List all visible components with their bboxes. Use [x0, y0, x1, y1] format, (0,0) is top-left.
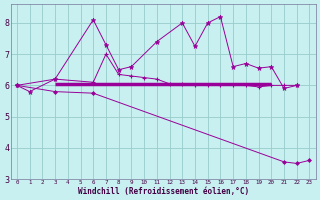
X-axis label: Windchill (Refroidissement éolien,°C): Windchill (Refroidissement éolien,°C)	[78, 187, 249, 196]
